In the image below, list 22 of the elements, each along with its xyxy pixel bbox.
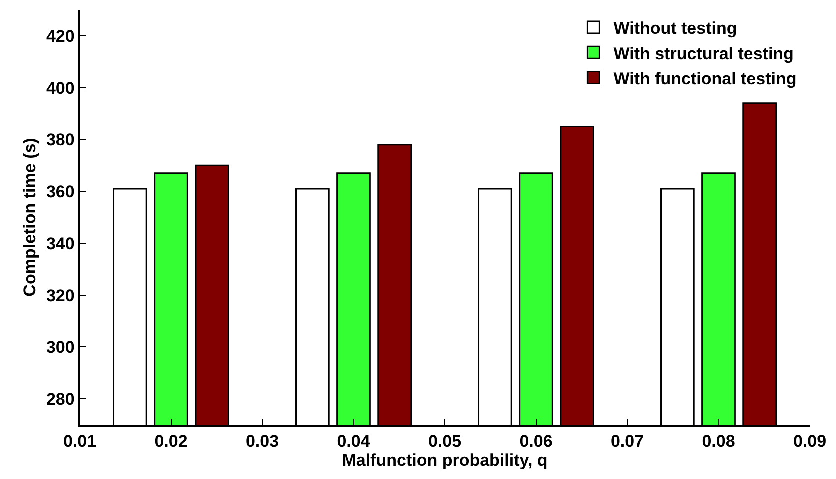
x-tick-label: 0.07: [610, 432, 644, 452]
legend-label: Without testing: [614, 19, 738, 38]
y-tick-label: 340: [46, 234, 75, 254]
y-tick-label: 280: [46, 390, 75, 410]
legend-label: With structural testing: [614, 44, 794, 64]
x-tick-label: 0.05: [428, 432, 462, 452]
x-tick-label: 0.01: [63, 432, 97, 452]
y-tick-label: 400: [46, 78, 75, 98]
x-tick-label: 0.02: [154, 432, 188, 452]
y-tick-label: 320: [46, 286, 75, 306]
x-tick-label: 0.08: [702, 432, 736, 452]
x-tick-label: 0.04: [337, 432, 371, 452]
y-tick-label: 360: [46, 182, 75, 202]
x-tick-label: 0.03: [246, 432, 280, 452]
x-tick-label: 0.09: [793, 432, 827, 452]
y-tick-label: 380: [46, 130, 75, 150]
x-tick-label: 0.06: [520, 432, 553, 452]
y-axis-title: Completion time (s): [20, 138, 40, 297]
x-axis-title: Malfunction probability, q: [342, 451, 548, 470]
legend-label: With functional testing: [614, 69, 797, 88]
y-tick-label: 300: [46, 338, 75, 358]
y-tick-label: 420: [46, 26, 75, 46]
